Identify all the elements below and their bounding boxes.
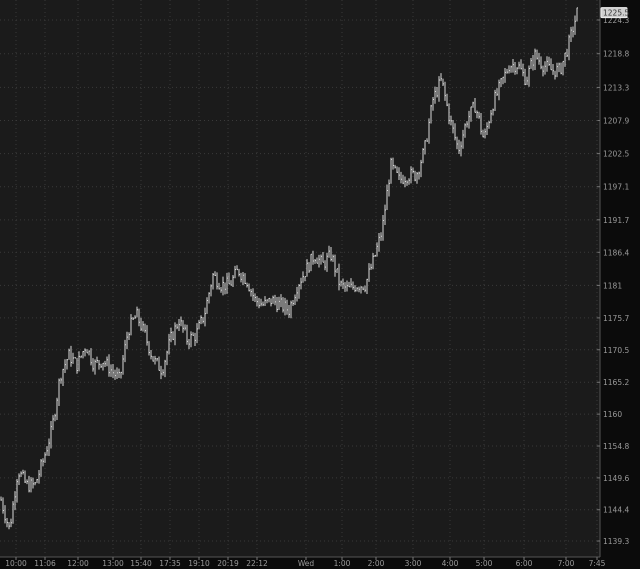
x-tick-label: 4:00 (442, 559, 459, 568)
y-tick-label: 1154.8 (603, 442, 629, 451)
y-tick-label: 1149.6 (603, 474, 629, 483)
y-tick-label: 1202.5 (603, 150, 629, 159)
plot-area (0, 0, 600, 557)
last-price-box (600, 7, 628, 19)
y-tick-label: 1139.3 (603, 537, 629, 546)
x-tick-label: 3:00 (405, 559, 422, 568)
y-tick-label: 1144.4 (603, 506, 629, 515)
x-tick-label: 7:00 (558, 559, 575, 568)
x-tick-label: 1:00 (334, 559, 351, 568)
x-tick-label: 15:40 (130, 559, 152, 568)
y-tick-label: 1224.3 (603, 16, 629, 25)
x-tick-label: 5:00 (476, 559, 493, 568)
x-tick-label: 11:06 (34, 559, 56, 568)
y-tick-label: 1213.3 (603, 83, 629, 92)
x-tick-label: Wed (298, 559, 315, 568)
y-tick-label: 1181 (603, 281, 622, 290)
y-tick-label: 1165.2 (603, 378, 629, 387)
y-tick-label: 1197.1 (603, 183, 629, 192)
x-tick-label: 7:45 (589, 559, 606, 568)
x-tick-label: 6:00 (516, 559, 533, 568)
x-tick-label: 20:19 (217, 559, 239, 568)
last-price-label: 1225.5 (603, 9, 629, 18)
y-tick-label: 1186.4 (603, 248, 629, 257)
y-tick-label: 1191.7 (603, 216, 629, 225)
x-tick-label: 10:00 (5, 559, 27, 568)
x-tick-label: 19:10 (188, 559, 210, 568)
x-tick-label: 22:12 (246, 559, 268, 568)
x-tick-label: 12:00 (67, 559, 89, 568)
y-tick-label: 1218.8 (603, 50, 629, 59)
y-tick-label: 1170.5 (603, 346, 629, 355)
y-tick-label: 1160 (603, 410, 622, 419)
y-tick-label: 1175.7 (603, 314, 629, 323)
x-tick-label: 17:35 (159, 559, 181, 568)
x-tick-label: 2:00 (368, 559, 385, 568)
y-tick-label: 1207.9 (603, 117, 629, 126)
x-tick-label: 13:00 (102, 559, 124, 568)
